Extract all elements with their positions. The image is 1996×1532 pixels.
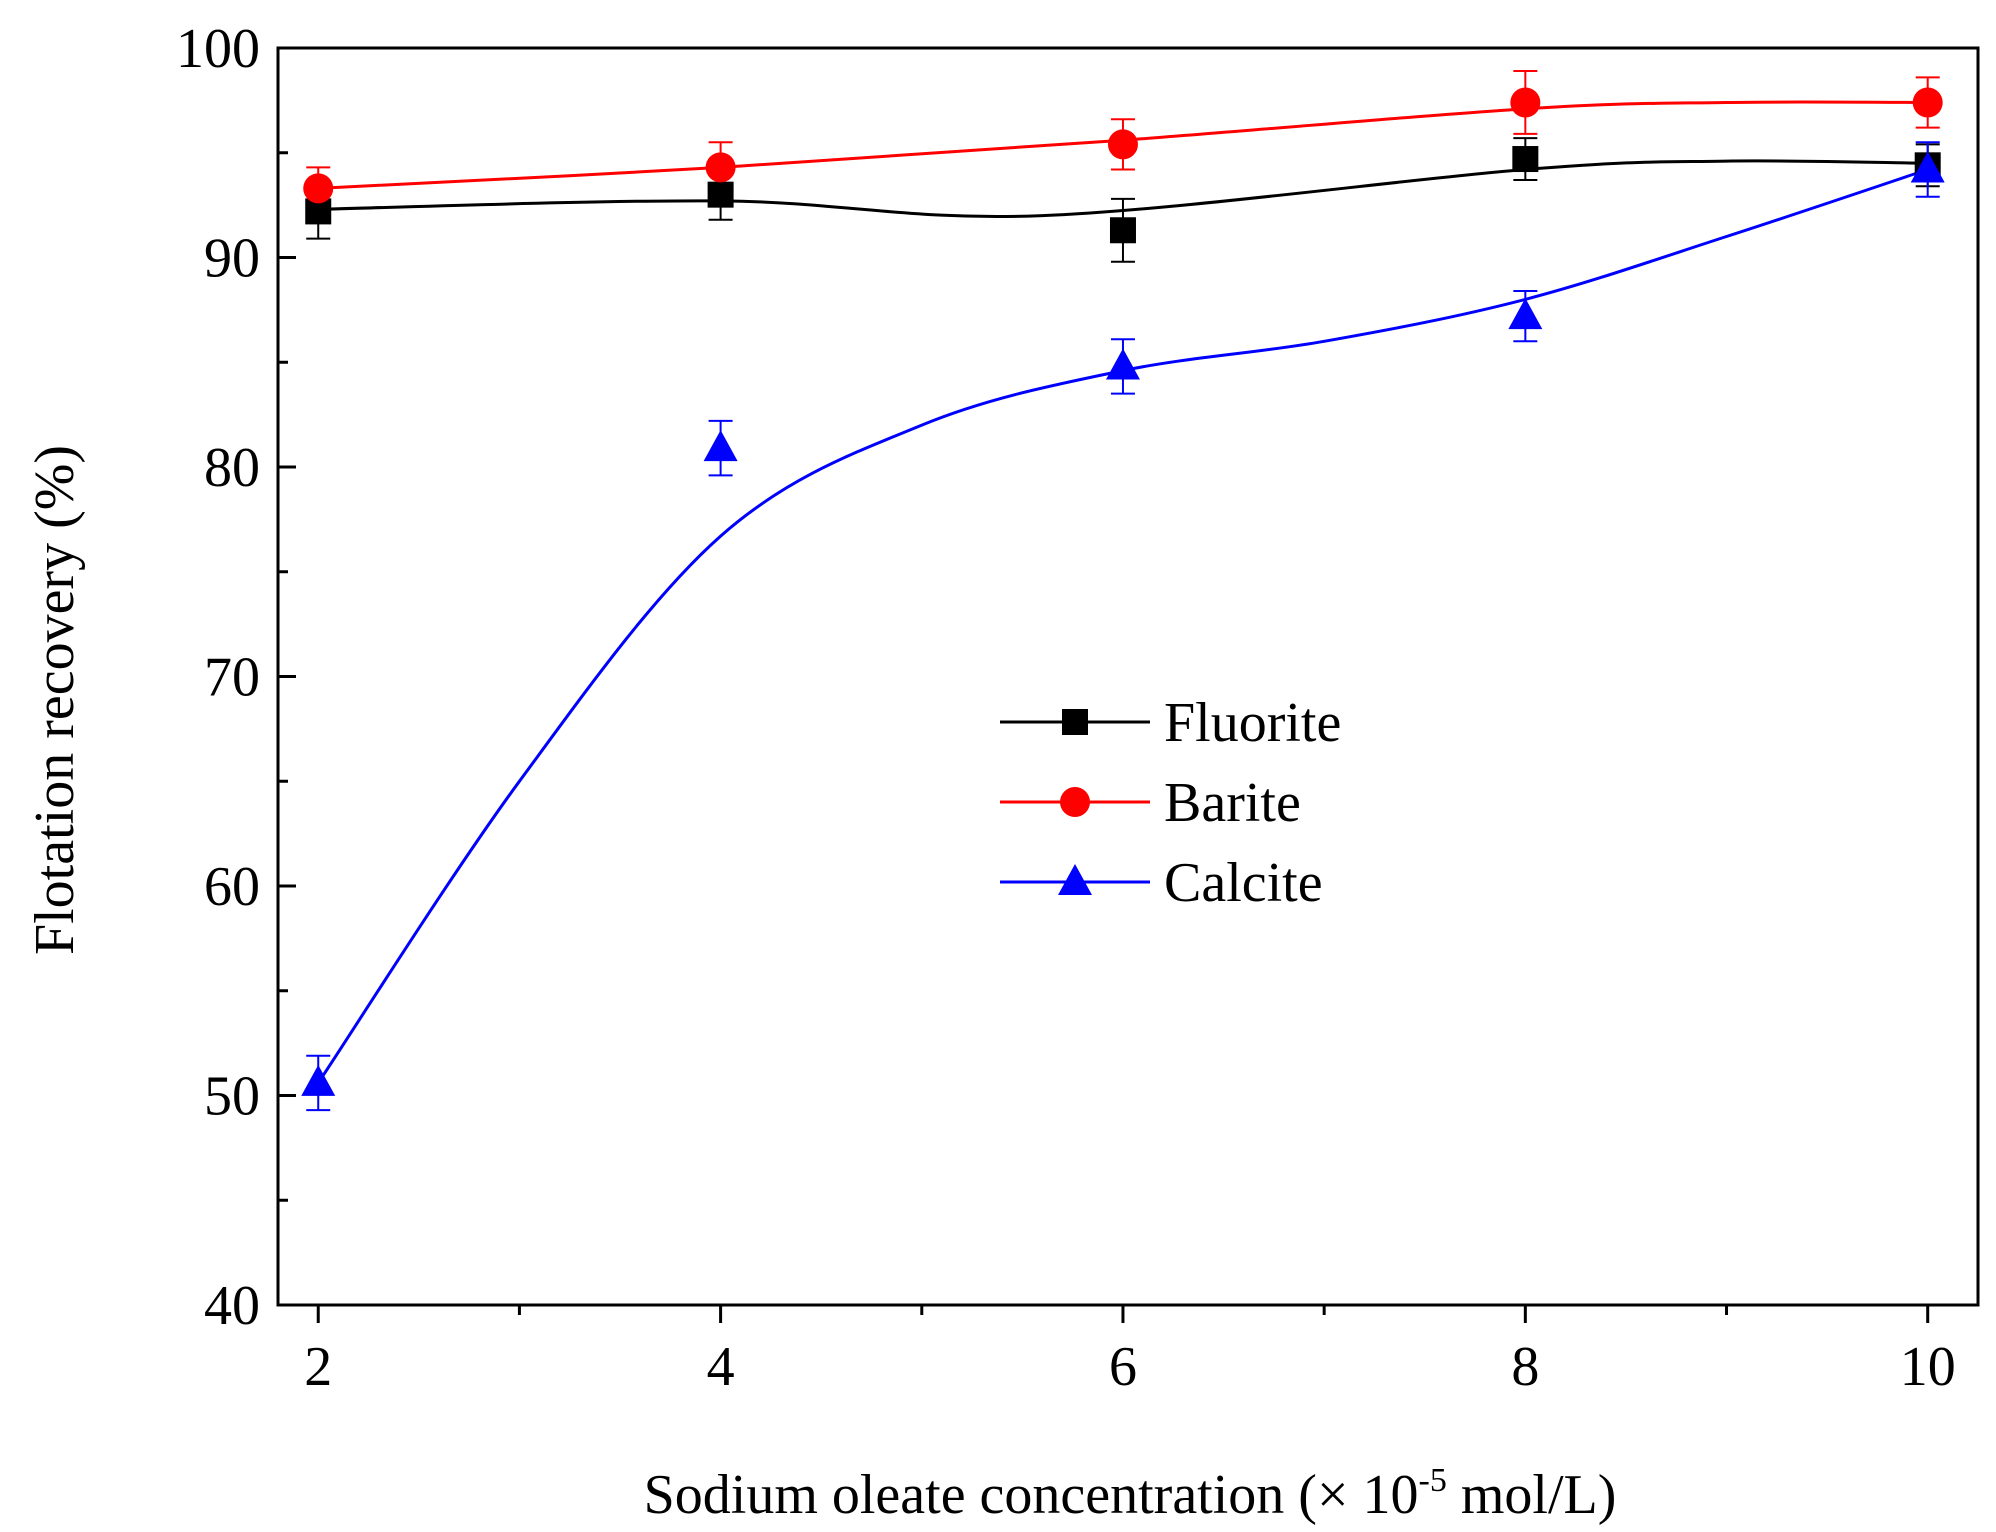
axes: 40 50 60 70 80 90 100 2 4 6 8 10 <box>176 18 1980 1398</box>
legend-marker-calcite <box>1058 864 1092 895</box>
data-markers <box>301 87 1945 1096</box>
fluorite-marker <box>1109 217 1136 244</box>
legend-label-fluorite: Fluorite <box>1164 692 1341 754</box>
calcite-fit-curve <box>316 168 1929 1084</box>
barite-marker <box>1107 129 1138 160</box>
fluorite-fit-curve <box>318 159 1928 218</box>
y-axis-title: Flotation recovery (%) <box>24 445 86 955</box>
x-tick-label: 10 <box>1900 1336 1956 1398</box>
calcite-marker <box>301 1064 336 1096</box>
calcite-marker <box>1105 348 1140 380</box>
legend-marker-barite <box>1060 787 1090 817</box>
legend-marker-fluorite <box>1062 709 1088 735</box>
y-tick-label: 60 <box>204 856 260 918</box>
fit-curves <box>316 100 1929 1084</box>
x-tick-label: 8 <box>1511 1336 1539 1398</box>
x-tick-label: 2 <box>304 1336 332 1398</box>
calcite-marker <box>1910 151 1945 183</box>
legend: Fluorite Barite Calcite <box>1000 692 1341 914</box>
y-tick-label: 80 <box>204 437 260 499</box>
barite-marker <box>705 152 736 183</box>
y-tick-label: 50 <box>204 1066 260 1128</box>
x-tick-label: 6 <box>1109 1336 1137 1398</box>
barite-marker <box>1510 87 1541 118</box>
x-axis-title: Sodium oleate concentration (× 10-5 mol/… <box>644 1462 1617 1526</box>
x-axis-title-main: Sodium oleate concentration (× 10 <box>644 1464 1419 1526</box>
fluorite-marker <box>1512 146 1539 173</box>
y-tick-label: 40 <box>204 1275 260 1337</box>
legend-label-calcite: Calcite <box>1164 852 1323 914</box>
calcite-marker <box>1508 298 1543 330</box>
y-tick-label: 70 <box>204 647 260 709</box>
y-tick-label: 100 <box>176 18 260 80</box>
x-axis-title-superscript: -5 <box>1419 1462 1447 1499</box>
calcite-marker <box>703 430 738 462</box>
barite-marker <box>303 173 334 204</box>
barite-marker <box>1912 87 1943 118</box>
barite-fit-curve <box>318 100 1928 190</box>
x-axis-title-unit: mol/L) <box>1447 1464 1617 1526</box>
y-tick-label: 90 <box>204 228 260 290</box>
fluorite-marker <box>707 181 734 208</box>
legend-label-barite: Barite <box>1164 772 1301 834</box>
x-tick-label: 4 <box>707 1336 735 1398</box>
